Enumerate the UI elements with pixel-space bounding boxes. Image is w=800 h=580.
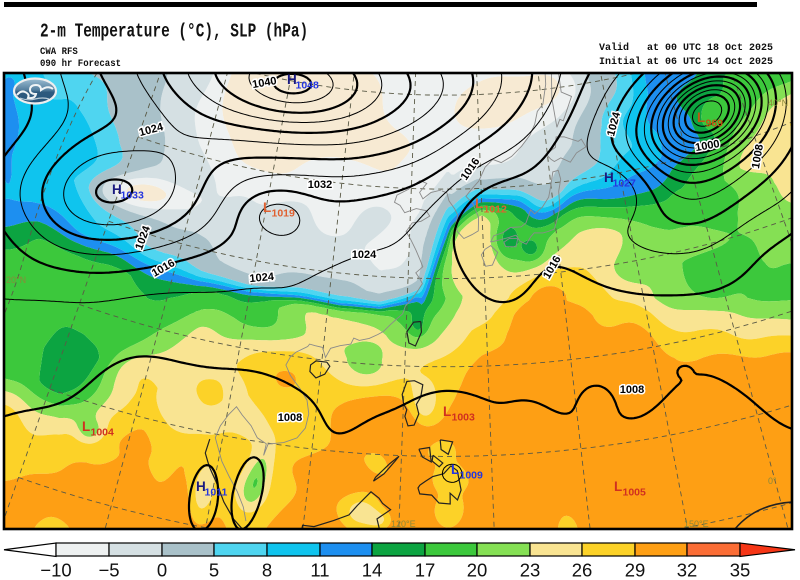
svg-text:1032: 1032 xyxy=(308,179,332,191)
svg-text:1008: 1008 xyxy=(278,412,302,424)
svg-text:1048: 1048 xyxy=(296,80,320,92)
svg-text:H: H xyxy=(604,170,614,185)
svg-text:17: 17 xyxy=(415,560,436,580)
svg-text:20: 20 xyxy=(467,560,488,580)
svg-text:L: L xyxy=(614,479,622,494)
svg-text:1005: 1005 xyxy=(623,487,647,499)
svg-text:1012: 1012 xyxy=(484,204,508,216)
svg-text:1024: 1024 xyxy=(249,271,275,285)
svg-text:L: L xyxy=(263,200,271,215)
svg-text:1009: 1009 xyxy=(460,470,484,482)
svg-text:40°N: 40°N xyxy=(768,98,788,108)
svg-text:L: L xyxy=(475,196,483,211)
svg-text:L: L xyxy=(443,404,451,419)
svg-text:1019: 1019 xyxy=(272,208,296,220)
svg-text:8: 8 xyxy=(262,560,272,580)
svg-text:−10: −10 xyxy=(40,560,71,580)
svg-text:150°E: 150°E xyxy=(684,519,709,529)
svg-text:1033: 1033 xyxy=(121,190,145,202)
svg-text:L: L xyxy=(697,110,705,125)
svg-text:26: 26 xyxy=(572,560,593,580)
svg-text:23: 23 xyxy=(520,560,541,580)
svg-text:H: H xyxy=(287,72,297,87)
svg-text:120°E: 120°E xyxy=(391,519,416,529)
svg-text:H: H xyxy=(112,182,122,197)
svg-text:L: L xyxy=(82,419,90,434)
svg-text:1008: 1008 xyxy=(750,143,766,169)
svg-text:1011: 1011 xyxy=(205,487,228,499)
svg-text:32: 32 xyxy=(677,560,698,580)
svg-text:H: H xyxy=(196,479,206,494)
svg-text:1027: 1027 xyxy=(613,178,637,190)
svg-text:35: 35 xyxy=(730,560,751,580)
svg-text:20°N: 20°N xyxy=(6,275,26,285)
svg-text:29: 29 xyxy=(625,560,646,580)
svg-text:1008: 1008 xyxy=(620,384,644,396)
svg-text:0: 0 xyxy=(157,560,167,580)
svg-text:L: L xyxy=(451,462,459,477)
svg-text:1000: 1000 xyxy=(694,138,720,154)
svg-text:14: 14 xyxy=(362,560,383,580)
svg-text:5: 5 xyxy=(209,560,219,580)
svg-text:−5: −5 xyxy=(98,560,119,580)
svg-text:11: 11 xyxy=(310,560,329,580)
svg-text:1024: 1024 xyxy=(352,249,377,261)
svg-text:1040: 1040 xyxy=(251,75,277,91)
svg-text:0°: 0° xyxy=(768,476,777,486)
svg-text:1003: 1003 xyxy=(452,412,476,424)
svg-text:1004: 1004 xyxy=(91,427,115,439)
svg-text:969: 969 xyxy=(706,118,724,130)
